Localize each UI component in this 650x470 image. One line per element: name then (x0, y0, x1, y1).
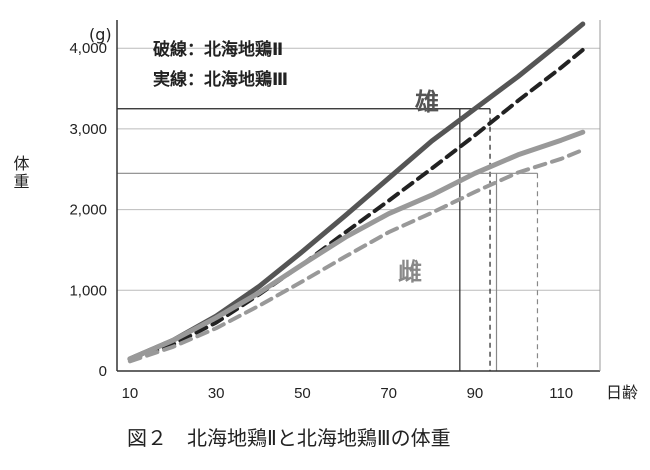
y-tick-labels: 0 1,000 2,000 3,000 4,000 (69, 40, 107, 380)
series-lines (127, 21, 586, 364)
x-tick-label-3: 70 (380, 385, 397, 402)
x-tick-label-5: 110 (549, 385, 573, 402)
series-line-female-solid (127, 129, 586, 362)
series-line-female-dashed (127, 147, 585, 364)
chart-title: 図２ 北海地鶏Ⅱと北海地鶏Ⅲの体重 (127, 426, 451, 450)
x-tick-label-4: 90 (467, 385, 484, 402)
y-unit-label: (g) (89, 25, 112, 44)
y-axis-label: 体重 (11, 155, 30, 191)
y-tick-label-3: 3,000 (69, 121, 107, 138)
series-line-male-dashed (127, 47, 585, 362)
x-tick-label-2: 50 (294, 385, 311, 402)
reference-lines (117, 108, 539, 371)
y-tick-label-0: 0 (99, 363, 107, 380)
y-tick-label-2: 2,000 (69, 202, 107, 219)
y-tick-label-1: 1,000 (69, 282, 107, 299)
legend-solid: 実線：北海地鶏Ⅲ (153, 69, 288, 90)
annotation-female: 雌 (398, 258, 422, 286)
grid-lines (117, 47, 600, 291)
annotation-male: 雄 (414, 88, 439, 116)
legend-dashed: 破線：北海地鶏Ⅱ (153, 39, 283, 60)
x-tick-label-0: 10 (122, 385, 139, 402)
y-tick-label-4: 4,000 (69, 40, 107, 57)
x-tick-labels: 10 30 50 70 90 110 (122, 385, 574, 402)
axes (116, 20, 601, 372)
x-tick-label-1: 30 (208, 385, 225, 402)
x-axis-label: 日齢 (606, 383, 638, 402)
